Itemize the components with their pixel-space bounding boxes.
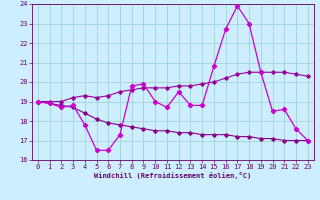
X-axis label: Windchill (Refroidissement éolien,°C): Windchill (Refroidissement éolien,°C) [94,172,252,179]
